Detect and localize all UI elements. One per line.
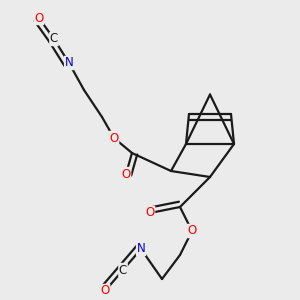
Text: C: C xyxy=(50,32,58,46)
Text: O: O xyxy=(146,206,154,220)
Text: O: O xyxy=(100,284,109,298)
Text: N: N xyxy=(136,242,146,256)
Text: O: O xyxy=(110,131,118,145)
Text: O: O xyxy=(188,224,196,238)
Text: C: C xyxy=(119,263,127,277)
Text: N: N xyxy=(64,56,74,70)
Text: O: O xyxy=(122,167,130,181)
Text: O: O xyxy=(34,11,43,25)
